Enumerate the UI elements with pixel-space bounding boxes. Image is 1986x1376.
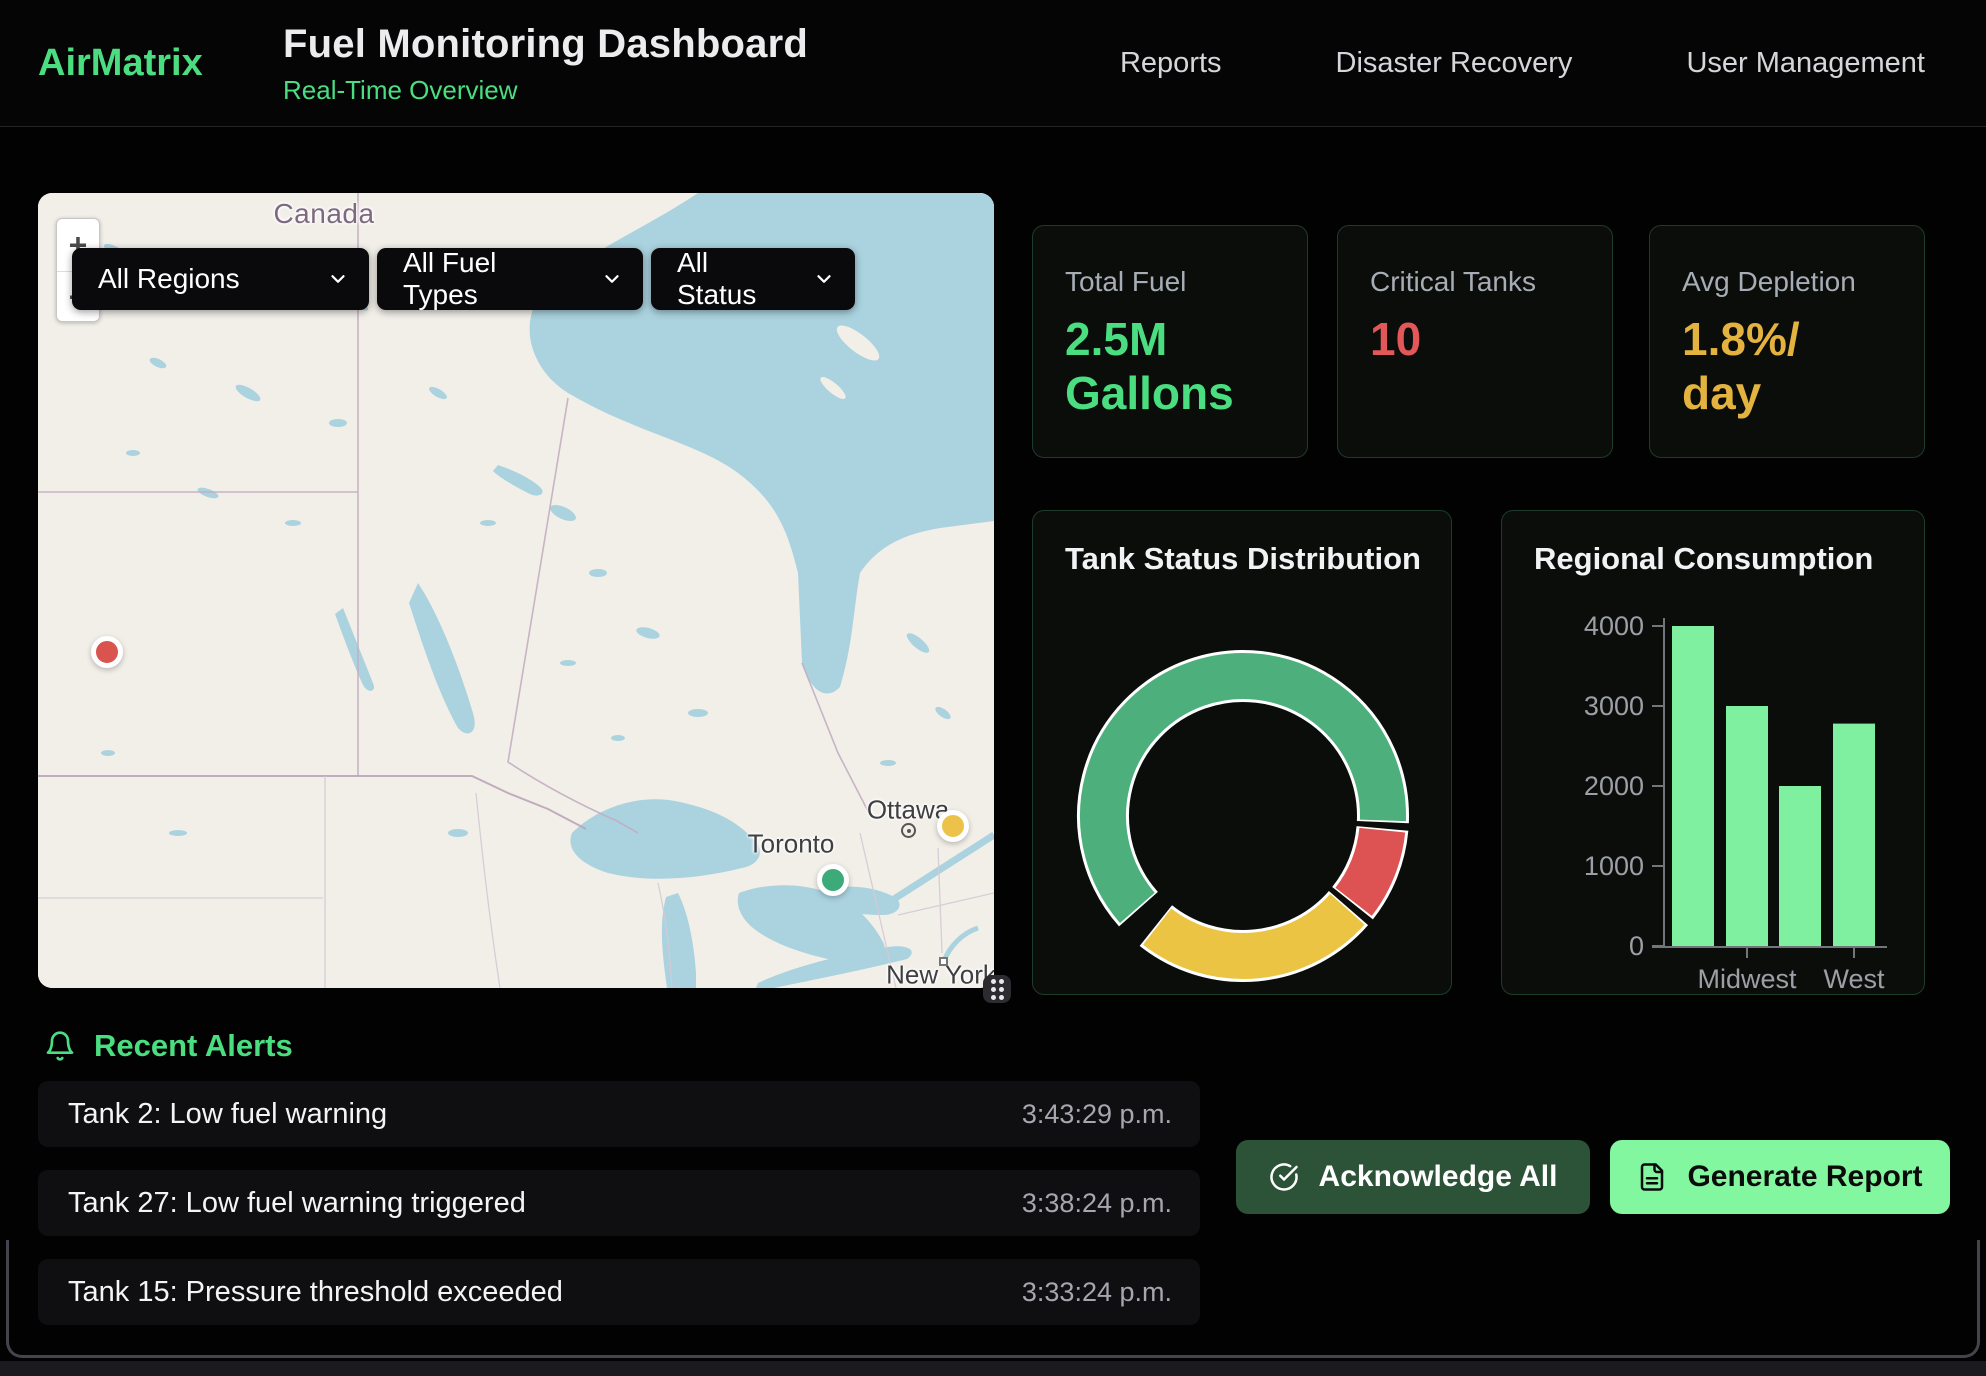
fuel-type-filter-dropdown[interactable]: All Fuel Types (377, 247, 643, 310)
tank-status-distribution-card: Tank Status Distribution (1032, 510, 1452, 995)
bar-3 (1833, 723, 1875, 946)
page-footer-strip (0, 1361, 1986, 1376)
generate-report-label: Generate Report (1687, 1160, 1923, 1193)
bell-icon (46, 1031, 74, 1061)
tank-status-donut-chart (1077, 650, 1409, 982)
alert-row[interactable]: Tank 27: Low fuel warning triggered 3:38… (38, 1170, 1200, 1236)
map-resize-handle[interactable] (983, 975, 1011, 1003)
stat-value-critical-tanks: 10 (1370, 313, 1422, 365)
recent-alerts-title: Recent Alerts (94, 1028, 293, 1063)
donut-segment-red-critical (1335, 827, 1406, 916)
map-filter-bar: All Regions All Fuel Types All Status (72, 247, 855, 310)
alert-row[interactable]: Tank 15: Pressure threshold exceeded 3:3… (38, 1259, 1200, 1325)
nav-reports[interactable]: Reports (1119, 47, 1222, 79)
nav-disaster-recovery[interactable]: Disaster Recovery (1335, 47, 1573, 79)
stat-value-avg-depletion: 1.8%/day (1682, 313, 1800, 420)
region-filter-label: All Regions (98, 263, 240, 294)
chevron-down-icon (327, 268, 349, 290)
tank-marker-warning[interactable] (937, 810, 969, 842)
donut-segment-yellow-warning (1143, 893, 1365, 979)
fuel-type-filter-label: All Fuel Types (403, 247, 497, 310)
chevron-down-icon (813, 268, 835, 290)
alert-row[interactable]: Tank 2: Low fuel warning 3:43:29 p.m. (38, 1081, 1200, 1147)
svg-text:Midwest: Midwest (1697, 964, 1797, 994)
recent-alerts-header: Recent Alerts (44, 1028, 293, 1064)
stat-label: Critical Tanks (1370, 266, 1536, 297)
status-filter-dropdown[interactable]: All Status (651, 247, 855, 310)
alert-message: Tank 15: Pressure threshold exceeded (68, 1275, 563, 1308)
svg-text:1000: 1000 (1584, 851, 1644, 881)
stat-label: Total Fuel (1065, 266, 1187, 297)
regional-consumption-bar-chart: 0 1000 2000 3000 4000 Midwest West (1584, 611, 1887, 994)
new-york-city-icon (939, 957, 948, 966)
bar-chart-title: Regional Consumption (1534, 541, 1874, 576)
bar-1 (1726, 706, 1768, 946)
regional-consumption-card: Regional Consumption 0 1000 2000 3000 4000 Mi… (1501, 510, 1925, 995)
alert-message: Tank 2: Low fuel warning (68, 1097, 388, 1130)
map-label-ottawa: Ottawa (866, 794, 950, 825)
page-title: Fuel Monitoring Dashboard (283, 22, 808, 66)
stat-label: Avg Depletion (1682, 266, 1856, 297)
svg-text:2000: 2000 (1584, 771, 1644, 801)
main-nav: Reports Disaster Recovery User Managemen… (1120, 0, 1925, 127)
alert-message: Tank 27: Low fuel warning triggered (68, 1186, 526, 1219)
donut-chart-title: Tank Status Distribution (1065, 541, 1421, 576)
donut-segment-green-normal (1080, 653, 1406, 923)
svg-text:3000: 3000 (1584, 691, 1644, 721)
nav-user-management[interactable]: User Management (1686, 47, 1925, 79)
page-subtitle: Real-Time Overview (283, 75, 518, 105)
app-logo: AirMatrix (38, 42, 203, 84)
svg-text:0: 0 (1629, 931, 1644, 961)
ottawa-town-icon (901, 823, 916, 838)
stat-card-total-fuel: Total Fuel 2.5M Gallons (1032, 225, 1308, 458)
app-header: AirMatrix Fuel Monitoring Dashboard Real… (0, 0, 1986, 127)
acknowledge-all-button[interactable]: Acknowledge All (1236, 1140, 1590, 1214)
tank-marker-normal[interactable] (817, 864, 849, 896)
tank-marker-critical[interactable] (91, 636, 123, 668)
status-filter-label: All Status (677, 247, 757, 310)
map-canvas (38, 193, 994, 988)
title-block: Fuel Monitoring Dashboard Real-Time Over… (283, 22, 808, 106)
bar-0 (1672, 626, 1714, 946)
stat-card-avg-depletion: Avg Depletion 1.8%/day (1649, 225, 1925, 458)
svg-text:West: West (1823, 964, 1885, 994)
stat-value-total-fuel: 2.5M Gallons (1065, 313, 1234, 420)
svg-text:4000: 4000 (1584, 611, 1644, 641)
generate-report-button[interactable]: Generate Report (1610, 1140, 1950, 1214)
region-filter-dropdown[interactable]: All Regions (72, 248, 369, 310)
chevron-down-icon (601, 268, 623, 290)
file-text-icon (1641, 1163, 1664, 1191)
alert-timestamp: 3:38:24 p.m. (1021, 1187, 1172, 1218)
alert-timestamp: 3:43:29 p.m. (1021, 1098, 1172, 1129)
map-label-canada: Canada (273, 198, 375, 229)
acknowledge-all-label: Acknowledge All (1318, 1160, 1558, 1193)
map-label-toronto: Toronto (747, 828, 835, 859)
stat-card-critical-tanks: Critical Tanks 10 (1337, 225, 1613, 458)
bar-2 (1779, 786, 1821, 946)
alert-timestamp: 3:33:24 p.m. (1021, 1276, 1172, 1307)
check-circle-icon (1269, 1163, 1298, 1191)
